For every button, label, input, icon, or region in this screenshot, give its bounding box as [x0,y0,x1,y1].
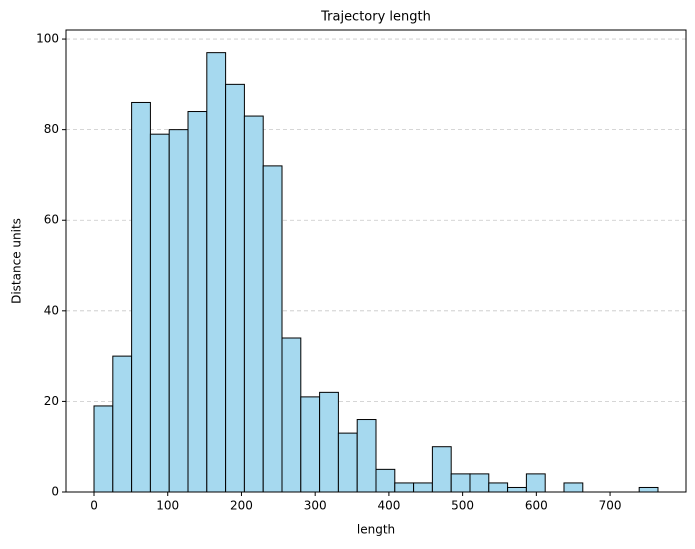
bar [525,473,546,493]
x-tick-label: 600 [525,499,548,513]
bar [337,432,358,493]
y-tick-label: 80 [44,122,59,136]
plot-frame [65,29,687,493]
bar [375,468,396,493]
bar [638,486,659,493]
bar [281,337,302,493]
y-tick-label: 0 [51,485,59,499]
x-tick-label: 200 [230,499,253,513]
chart-title: Trajectory length [320,10,431,25]
bar [469,473,490,493]
bar [450,473,471,493]
x-tick-label: 300 [304,499,327,513]
x-axis-label: length [357,523,395,537]
bar [149,133,170,493]
bar [488,482,509,493]
x-tick-label: 700 [599,499,622,513]
bar [563,482,584,493]
y-tick-label: 20 [44,394,59,408]
bar [187,111,208,493]
bar [300,396,321,493]
y-tick-label: 100 [36,32,59,46]
y-tick-label: 40 [44,303,59,317]
y-axis-label: Distance units [10,218,24,304]
x-tick-label: 400 [377,499,400,513]
bar [168,129,189,493]
bar [394,482,415,493]
bar [319,391,339,493]
bar [131,101,151,493]
bar [262,165,283,493]
bar [413,482,433,493]
x-tick-label: 100 [156,499,179,513]
x-tick-label: 500 [451,499,474,513]
y-tick-label: 60 [44,213,59,227]
bar [112,355,133,493]
x-tick-label: 0 [90,499,98,513]
bar [93,405,114,493]
bar [225,83,245,493]
bar [507,486,527,493]
bar [431,446,452,493]
bar [206,52,227,493]
bar [356,419,377,493]
bar [243,115,264,493]
